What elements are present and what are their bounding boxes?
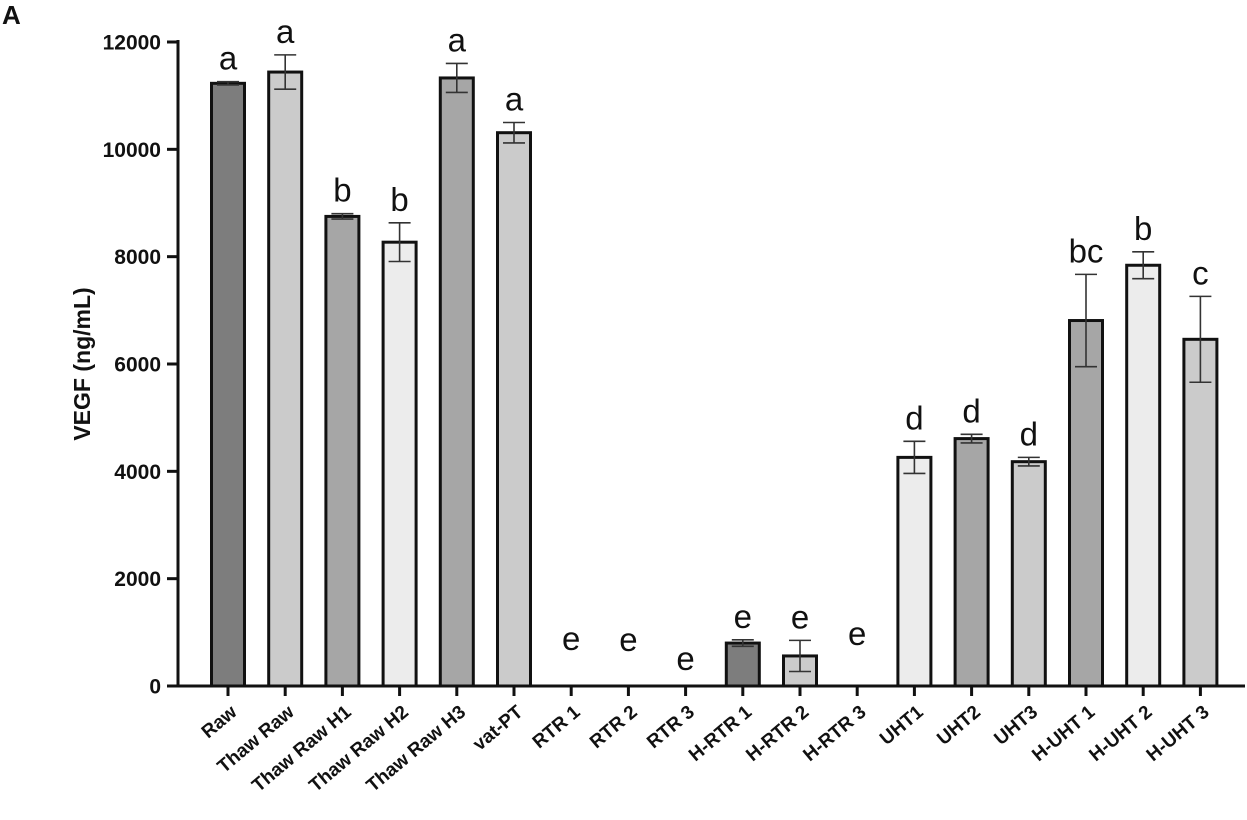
axes xyxy=(167,40,1245,696)
significance-label: bc xyxy=(1069,232,1104,269)
significance-label: d xyxy=(962,392,980,429)
bar xyxy=(267,70,304,688)
error-bars xyxy=(217,54,1212,673)
significance-label: d xyxy=(905,399,923,436)
significance-label: e xyxy=(848,615,866,652)
y-tick-label: 6000 xyxy=(114,354,161,377)
significance-label: a xyxy=(219,40,238,77)
bar xyxy=(896,455,933,688)
x-tick-label: Thaw Raw H2 xyxy=(305,702,412,797)
y-axis-title: VEGF (ng/mL) xyxy=(69,287,95,440)
significance-label: e xyxy=(734,598,752,635)
significance-label: b xyxy=(390,181,408,218)
significance-label: c xyxy=(1192,254,1209,291)
x-tick-label: Thaw Raw H3 xyxy=(363,702,470,797)
bar xyxy=(1068,319,1104,688)
bar xyxy=(1125,263,1162,688)
significance-label: e xyxy=(676,640,694,677)
y-tick-labels: 0 2000 4000 6000 8000 10000 12000 xyxy=(103,32,161,699)
bar xyxy=(724,641,761,688)
significance-label: a xyxy=(505,81,524,118)
bar xyxy=(438,76,475,688)
significance-label: d xyxy=(1020,415,1038,452)
y-tick-label: 10000 xyxy=(103,139,161,162)
x-tick-label: H-RTR 3 xyxy=(799,702,870,766)
x-tick-label: H-UHT 1 xyxy=(1028,701,1099,766)
x-tick-label: H-RTR 2 xyxy=(742,702,813,766)
y-tick-label: 8000 xyxy=(114,246,161,269)
bar xyxy=(210,81,246,688)
y-tick-label: 4000 xyxy=(114,461,161,484)
bars xyxy=(210,70,1219,688)
x-tick-label: H-RTR 1 xyxy=(685,701,756,766)
x-tick-label: H-UHT 2 xyxy=(1085,702,1156,766)
significance-label: e xyxy=(562,620,580,657)
significance-label: e xyxy=(619,621,637,658)
y-tick-label: 12000 xyxy=(103,32,161,55)
x-tick-label: UHT2 xyxy=(933,702,985,750)
bar xyxy=(496,131,532,688)
x-tick-label: Thaw Raw H1 xyxy=(248,701,356,796)
bar xyxy=(1182,337,1219,688)
panel-label: A xyxy=(2,0,21,30)
x-tick-label: H-UHT 3 xyxy=(1143,702,1214,766)
bar xyxy=(324,214,361,688)
x-tick-label: UHT3 xyxy=(991,702,1043,750)
significance-label: b xyxy=(333,172,351,209)
x-tick-label: vat-PT xyxy=(469,701,527,755)
x-tick-label: Raw xyxy=(198,702,242,743)
bar xyxy=(381,240,418,688)
significance-label: e xyxy=(791,598,809,635)
significance-label: b xyxy=(1134,210,1152,247)
significance-label: a xyxy=(276,13,295,50)
x-tick-label: RTR 1 xyxy=(529,701,585,753)
x-tick-label: RTR 2 xyxy=(586,702,642,753)
bar xyxy=(1010,460,1047,688)
bar xyxy=(953,437,990,688)
significance-label: a xyxy=(448,21,467,58)
x-tick-label: UHT1 xyxy=(876,701,928,749)
y-tick-label: 2000 xyxy=(114,568,161,591)
y-tick-label: 0 xyxy=(149,676,161,699)
